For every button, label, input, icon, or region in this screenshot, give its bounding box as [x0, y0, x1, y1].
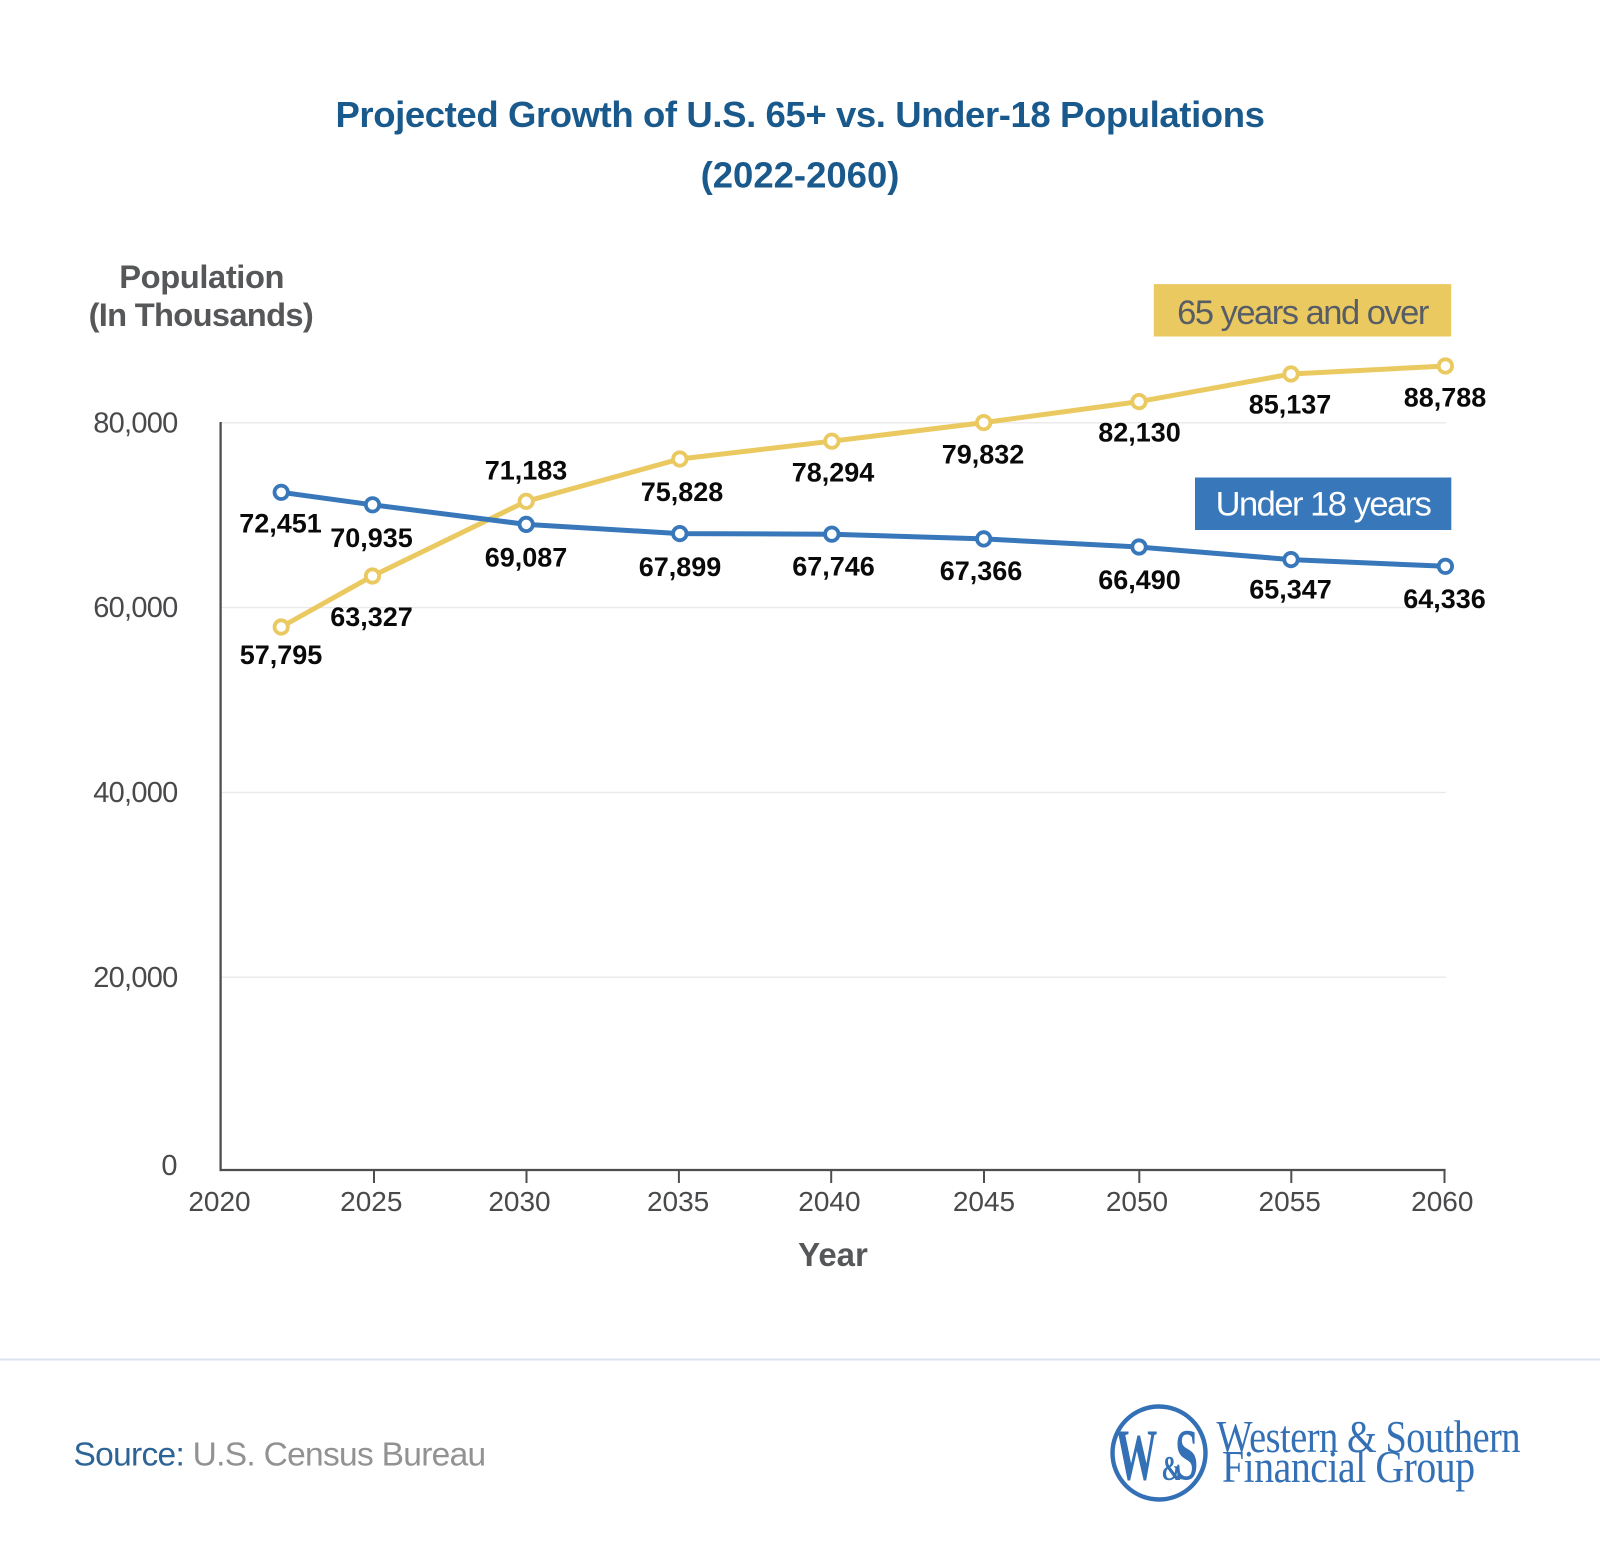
svg-text:&: &: [1161, 1451, 1181, 1488]
svg-text:80,000: 80,000: [93, 408, 177, 440]
svg-text:0: 0: [161, 1150, 177, 1182]
svg-text:64,336: 64,336: [1403, 584, 1486, 614]
svg-text:2055: 2055: [1259, 1186, 1321, 1217]
svg-text:Source: U.S. Census Bureau: Source: U.S. Census Bureau: [74, 1436, 486, 1473]
svg-text:Financial Group: Financial Group: [1222, 1443, 1475, 1493]
svg-text:2035: 2035: [647, 1186, 709, 1217]
svg-text:2040: 2040: [798, 1186, 860, 1217]
svg-text:(In Thousands): (In Thousands): [89, 296, 313, 333]
svg-text:S: S: [1175, 1414, 1198, 1495]
svg-text:85,137: 85,137: [1249, 390, 1332, 420]
svg-text:78,294: 78,294: [792, 458, 875, 488]
svg-text:75,828: 75,828: [641, 477, 724, 507]
svg-text:79,832: 79,832: [942, 440, 1025, 470]
svg-text:82,130: 82,130: [1098, 418, 1181, 448]
svg-text:67,366: 67,366: [940, 556, 1023, 586]
svg-text:67,746: 67,746: [792, 552, 875, 582]
svg-text:Western & Southern: Western & Southern: [1217, 1413, 1521, 1463]
svg-text:40,000: 40,000: [93, 777, 177, 809]
svg-text:88,788: 88,788: [1404, 383, 1487, 413]
svg-text:2025: 2025: [340, 1186, 402, 1217]
svg-text:2060: 2060: [1411, 1186, 1473, 1217]
svg-text:Year: Year: [798, 1236, 868, 1273]
svg-text:2020: 2020: [188, 1186, 250, 1217]
svg-text:2030: 2030: [488, 1186, 550, 1217]
svg-text:65,347: 65,347: [1249, 575, 1332, 605]
svg-text:2050: 2050: [1106, 1186, 1168, 1217]
svg-text:2045: 2045: [953, 1186, 1015, 1217]
svg-text:Population: Population: [119, 258, 284, 295]
svg-text:Under 18 years: Under 18 years: [1216, 486, 1431, 524]
svg-text:67,899: 67,899: [639, 552, 722, 582]
svg-text:57,795: 57,795: [240, 640, 323, 670]
svg-text:69,087: 69,087: [485, 543, 568, 573]
svg-text:60,000: 60,000: [93, 592, 177, 624]
svg-text:66,490: 66,490: [1098, 565, 1181, 595]
svg-text:20,000: 20,000: [93, 962, 177, 994]
svg-text:(2022-2060): (2022-2060): [701, 155, 900, 196]
svg-text:72,451: 72,451: [239, 509, 322, 539]
svg-text:65 years and over: 65 years and over: [1177, 294, 1429, 332]
svg-text:70,935: 70,935: [330, 523, 413, 553]
svg-text:W: W: [1116, 1414, 1158, 1495]
svg-text:71,183: 71,183: [485, 456, 568, 486]
svg-text:63,327: 63,327: [330, 602, 413, 632]
svg-text:Projected Growth of U.S. 65+ v: Projected Growth of U.S. 65+ vs. Under-1…: [335, 94, 1264, 135]
